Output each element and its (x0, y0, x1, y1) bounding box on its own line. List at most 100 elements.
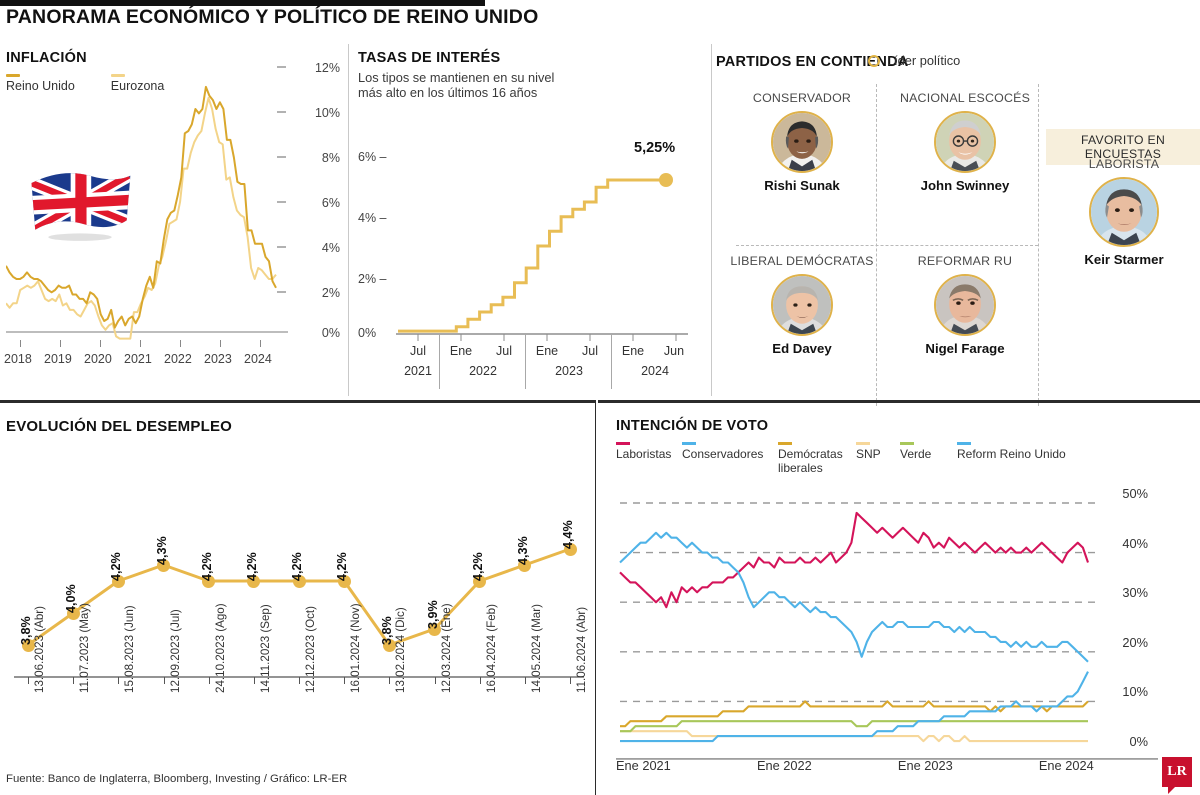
legend-item-reino-unido: Reino Unido (6, 74, 75, 93)
legend-label: Reino Unido (6, 79, 75, 93)
avatar-ed-davey (771, 274, 833, 336)
uk-flag-icon (24, 162, 136, 247)
party-label: LABORISTA (1088, 157, 1160, 171)
vote-ytick: 30% (1122, 585, 1148, 601)
rates-xtick-month: Ene (449, 344, 473, 358)
party-card-laborista[interactable]: LABORISTA Keir Starmer (1049, 157, 1199, 267)
unemployment-value-label: 3,9% (425, 600, 440, 629)
unemployment-xtick: 24.10.2023 (Ago) (213, 603, 227, 693)
unemployment-xtick: 11.07.2023 (May) (78, 602, 92, 693)
unemployment-value-label: 4,3% (515, 536, 530, 565)
axis-tick (570, 677, 571, 684)
axis-tick (479, 677, 481, 684)
rates-panel: TASAS DE INTERÉS Los tipos se mantienen … (358, 44, 703, 399)
vote-series-conservadores (619, 531, 1089, 663)
rates-xtick-month: Jul (496, 344, 512, 358)
legend-label: Laboristas (616, 447, 672, 462)
panel-divider (348, 44, 349, 396)
legend-swatch-icon (856, 442, 870, 446)
rates-xtick-month: Ene (535, 344, 559, 358)
unemployment-point (157, 558, 170, 572)
leader-name: Ed Davey (772, 341, 832, 356)
party-label: LIBERAL DEMÓCRATAS (730, 254, 874, 268)
unemployment-point (66, 606, 80, 620)
unemployment-point (382, 638, 396, 652)
legend-label: Demócratas liberales (778, 447, 843, 475)
legend-label: Verde (900, 447, 932, 462)
unemployment-xtick: 11.06.2024 (Abr) (575, 606, 588, 693)
rates-xtick-year: 2024 (641, 364, 669, 378)
leader-name: Keir Starmer (1084, 252, 1164, 267)
unemployment-value-label: 4,2% (244, 552, 259, 581)
legend-label: SNP (856, 447, 881, 462)
legend-swatch-icon (110, 74, 125, 77)
unemployment-plot (14, 547, 584, 678)
unemployment-xtick: 15.08.2023 (Jun) (123, 605, 137, 693)
inflation-xtick: 2020 (84, 352, 112, 366)
inflation-ytick: 8% (321, 151, 340, 165)
unemployment-value-label: 4,2% (199, 552, 214, 581)
legend-swatch-icon (778, 442, 792, 446)
vote-ytick: 50% (1122, 486, 1148, 501)
section-rule (0, 400, 596, 403)
party-card-nacional-escoces[interactable]: NACIONAL ESCOCÉS John Swinney (891, 91, 1039, 193)
rates-xtick-year: 2022 (469, 364, 497, 378)
axis-tick (299, 677, 300, 684)
header-rule (0, 0, 485, 6)
axis-tick (208, 677, 210, 684)
unemployment-xtick: 13.02.2024 (Dic) (394, 607, 408, 693)
axis-tick (28, 677, 29, 684)
vote-xtick: Ene 2021 (616, 758, 671, 773)
unemployment-xtick: 16.01.2024 (Nov) (349, 603, 363, 693)
axis-tick (73, 677, 75, 684)
party-card-conservador[interactable]: CONSERVADOR Rishi Sunak (728, 91, 876, 193)
vote-legend-conservadores: Conservadores (682, 442, 778, 475)
parties-title: PARTIDOS EN CONTIENDA (716, 54, 909, 70)
leader-legend: Líder político (868, 53, 960, 68)
unemployment-point (292, 574, 306, 588)
unemployment-point (247, 574, 261, 588)
panel-divider (595, 403, 596, 795)
unemployment-point (202, 574, 216, 588)
parties-grid-divider (736, 245, 1038, 246)
axis-tick (140, 340, 141, 347)
axis-tick (434, 677, 436, 684)
vote-xtick: Ene 2023 (897, 758, 953, 773)
unemployment-panel: EVOLUCIÓN DEL DESEMPLEO 3,8% 4,0% 4,2% 4,3%… (0, 406, 596, 795)
inflation-ytick: 4% (321, 241, 340, 255)
vote-legend-verde: Verde (900, 442, 957, 475)
inflation-ytick: 6% (321, 196, 340, 210)
legend-swatch-icon (957, 442, 971, 446)
unemployment-point (518, 558, 532, 572)
unemployment-point (337, 574, 351, 588)
vote-ytick: 0% (1129, 734, 1149, 749)
party-card-liberal-democratas[interactable]: LIBERAL DEMÓCRATAS Ed Davey (728, 254, 876, 356)
rates-subtitle: Los tipos se mantienen en su nivel más a… (358, 70, 555, 100)
unemployment-value-label: 4,2% (335, 552, 350, 581)
rates-plot (396, 173, 688, 341)
inflation-ytick: 0% (321, 326, 340, 340)
unemployment-value-label: 3,8% (19, 616, 33, 645)
unemployment-value-label: 4,0% (64, 584, 79, 613)
unemployment-value-label: 4,3% (154, 536, 169, 565)
inflation-ytick: 2% (321, 286, 340, 300)
vote-legend: Laboristas Conservadores Demócratas libe… (616, 442, 1087, 475)
vote-plot (616, 502, 1158, 760)
axis-tick (118, 677, 120, 684)
favorite-badge: FAVORITO EN ENCUESTAS (1046, 129, 1200, 165)
legend-label: Eurozona (110, 79, 165, 93)
year-separator (611, 334, 612, 389)
inflation-title: INFLACIÓN (6, 50, 87, 66)
leader-name: Nigel Farage (925, 341, 1005, 356)
vote-xtick: Ene 2022 (756, 758, 812, 773)
vote-xtick: Ene 2024 (1038, 758, 1094, 773)
party-card-reformar-ru[interactable]: REFORMAR RU Nigel Farage (891, 254, 1039, 356)
rates-xtick-month: Ene (621, 344, 645, 358)
inflation-ytick: 10% (314, 106, 340, 120)
unemployment-xtick: 14.11.2023 (Sep) (258, 604, 272, 693)
vote-ytick: 40% (1122, 535, 1148, 551)
axis-tick (524, 677, 526, 684)
vote-legend-reform: Reform Reino Unido (957, 442, 1087, 475)
axis-tick (100, 340, 101, 347)
unemployment-xtick: 13.06.2023 (Abr) (33, 605, 46, 693)
